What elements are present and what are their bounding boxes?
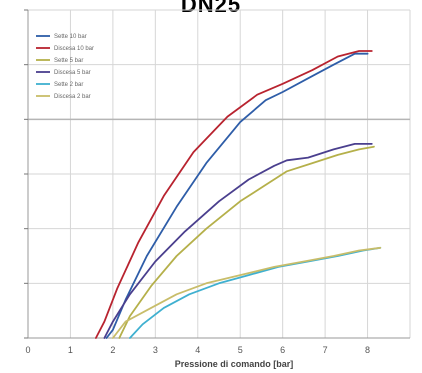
x-tick-label: 2 <box>110 345 115 355</box>
x-tick-label: 0 <box>25 345 30 355</box>
chart-title: DN25 <box>180 0 242 17</box>
x-tick-label: 8 <box>365 345 370 355</box>
series-line-4 <box>103 142 373 339</box>
x-tick-label: 6 <box>280 345 285 355</box>
legend-label: Discesa 10 bar <box>54 46 94 52</box>
x-tick-label: 4 <box>195 345 200 355</box>
series-line-3 <box>118 145 375 339</box>
series-line-2 <box>95 50 373 339</box>
series-line-6 <box>112 246 382 339</box>
legend-label: Sette 10 bar <box>54 34 87 40</box>
legend-label: Discesa 2 bar <box>54 94 91 100</box>
series-line-1 <box>105 52 369 339</box>
x-tick-label: 1 <box>68 345 73 355</box>
legend-label: Sette 5 bar <box>54 58 83 64</box>
x-axis-label: Pressione di comando [bar] <box>175 359 294 369</box>
x-tick-label: 5 <box>238 345 243 355</box>
x-tick-label: 3 <box>153 345 158 355</box>
series-line-5 <box>128 246 382 339</box>
legend-label: Discesa 5 bar <box>54 70 91 76</box>
legend-label: Sette 2 bar <box>54 82 83 88</box>
x-tick-label: 7 <box>323 345 328 355</box>
